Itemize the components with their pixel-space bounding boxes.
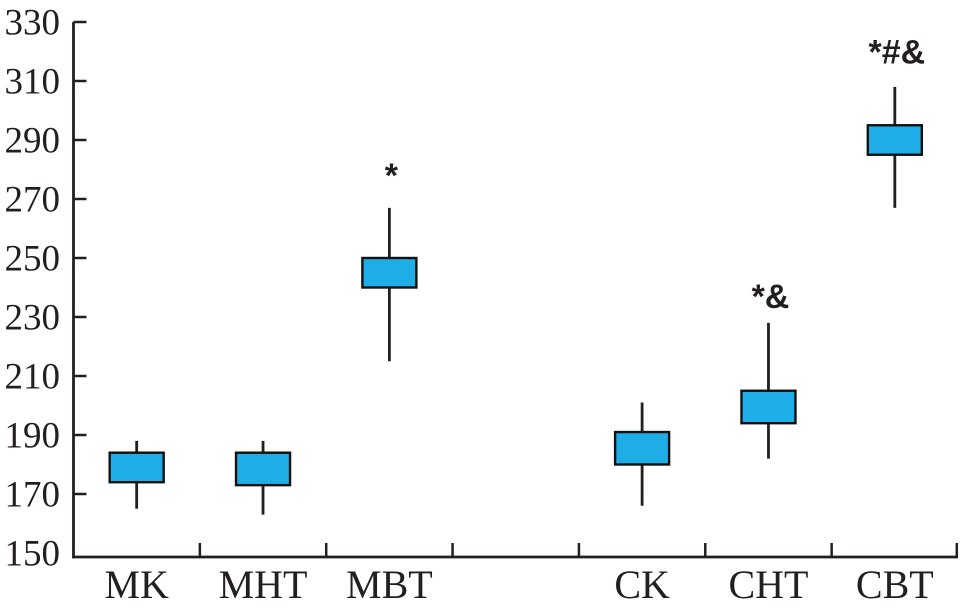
y-tick-label: 190 bbox=[5, 415, 61, 456]
box-group-mk bbox=[108, 440, 165, 509]
y-tick-label: 230 bbox=[5, 297, 61, 338]
y-tick-label: 170 bbox=[5, 474, 61, 515]
box-group-ck bbox=[613, 402, 671, 506]
y-tick-label: 250 bbox=[5, 238, 61, 279]
box-group-cht: *& bbox=[740, 278, 797, 459]
box-rect bbox=[234, 451, 292, 487]
significance-annotation: *#& bbox=[868, 33, 925, 71]
box-rect bbox=[613, 430, 671, 466]
box-group-mbt: * bbox=[361, 157, 418, 362]
significance-annotation: *& bbox=[752, 278, 790, 316]
y-tick-label: 270 bbox=[5, 179, 61, 220]
x-category-label: CBT bbox=[856, 562, 934, 607]
box-group-cbt: *#& bbox=[866, 33, 925, 208]
y-tick-label: 210 bbox=[5, 356, 61, 397]
x-category-label: MBT bbox=[346, 562, 433, 607]
y-tick-label: 310 bbox=[5, 61, 61, 102]
y-tick-label: 330 bbox=[5, 2, 61, 43]
box-group-mht bbox=[234, 440, 292, 515]
box-rect bbox=[361, 256, 418, 289]
box-rect bbox=[108, 451, 165, 484]
box-rect bbox=[740, 389, 797, 425]
box-rect bbox=[866, 124, 924, 156]
x-category-label: CHT bbox=[728, 562, 808, 607]
x-category-label: CK bbox=[614, 562, 670, 607]
y-tick-label: 290 bbox=[5, 120, 61, 161]
significance-annotation: * bbox=[385, 157, 399, 195]
y-tick-label: 150 bbox=[5, 533, 61, 574]
x-category-label: MHT bbox=[219, 562, 308, 607]
x-category-label: MK bbox=[104, 562, 169, 607]
